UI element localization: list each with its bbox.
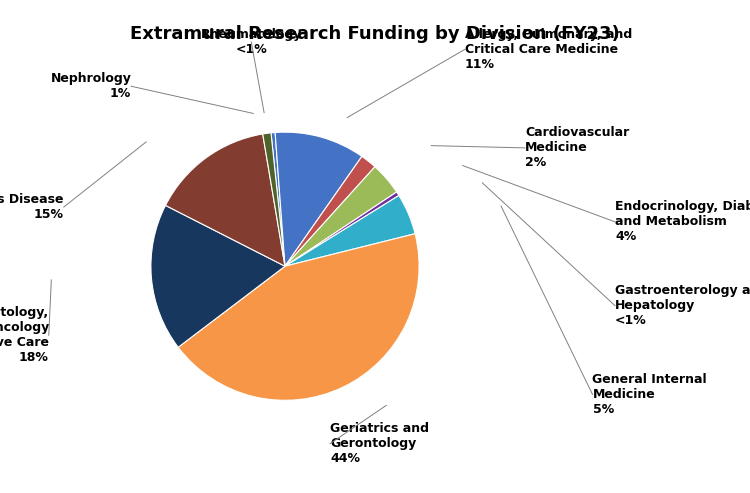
Text: Endocrinology, Diabetes
and Metabolism
4%: Endocrinology, Diabetes and Metabolism 4… [615,200,750,244]
Wedge shape [271,133,285,266]
Wedge shape [275,132,362,266]
Text: General Internal
Medicine
5%: General Internal Medicine 5% [592,373,707,416]
Text: Hematology,
Medical Oncology
and Palliative Care
18%: Hematology, Medical Oncology and Palliat… [0,306,49,364]
Text: Cardiovascular
Medicine
2%: Cardiovascular Medicine 2% [525,126,629,170]
Text: Geriatrics and
Gerontology
44%: Geriatrics and Gerontology 44% [330,422,429,465]
Wedge shape [285,196,415,266]
Wedge shape [285,192,399,266]
Wedge shape [166,134,285,266]
Wedge shape [285,167,397,266]
Text: Extramural Research Funding by Division (FY23): Extramural Research Funding by Division … [130,25,620,43]
Wedge shape [178,234,419,400]
Wedge shape [285,156,375,266]
Text: Rheumatology
<1%: Rheumatology <1% [200,28,302,56]
Text: Nephrology
1%: Nephrology 1% [50,72,131,100]
Text: Infectious Disease
15%: Infectious Disease 15% [0,193,64,221]
Text: Allergy, Pulmonary, and
Critical Care Medicine
11%: Allergy, Pulmonary, and Critical Care Me… [465,28,632,71]
Text: Gastroenterology and
Hepatology
<1%: Gastroenterology and Hepatology <1% [615,284,750,327]
Wedge shape [262,133,285,266]
Wedge shape [151,206,285,347]
